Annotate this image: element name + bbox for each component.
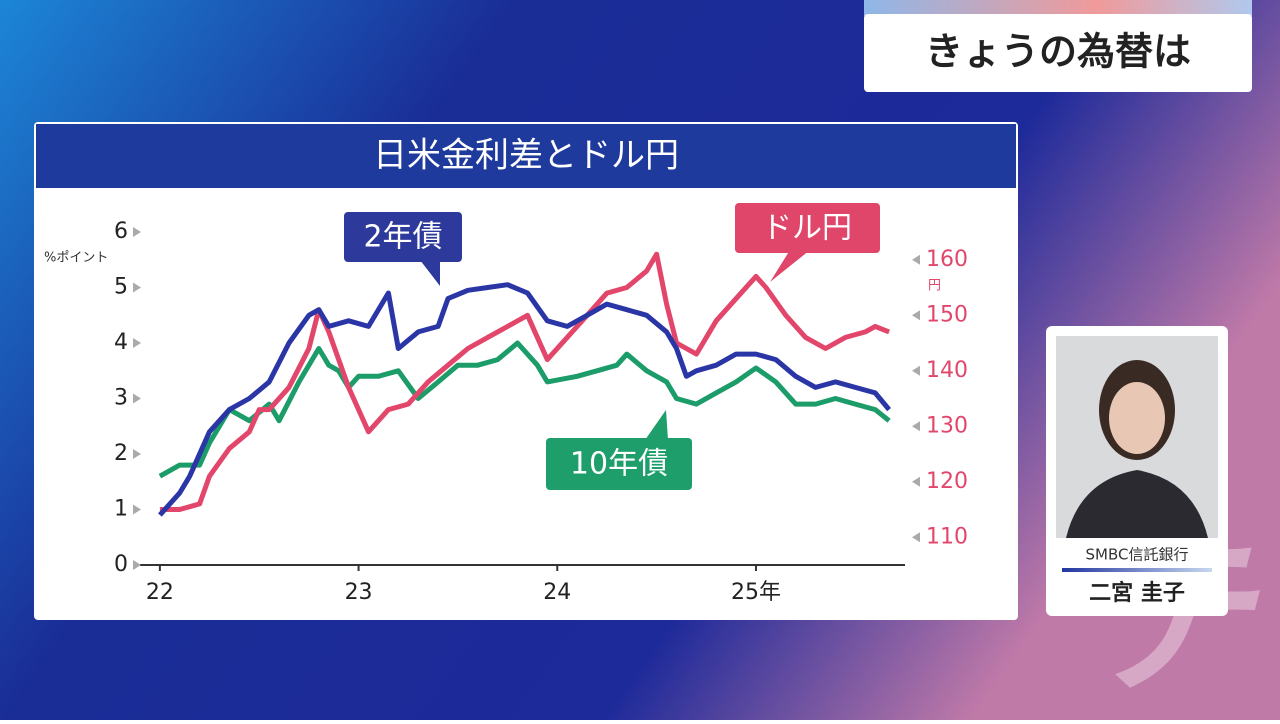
y-tick-mark [133,393,141,404]
y-tick-mark [133,449,141,459]
callout-pointer [770,250,810,282]
y2-tick-mark [912,310,920,321]
legend-label: 2年債 [363,220,442,255]
chart-title-bar [36,124,1016,188]
profile-underline [1062,568,1212,572]
y2-tick-label: 150 [926,302,968,327]
x-tick-label: 24 [543,580,571,605]
header-strip [864,0,1252,16]
series-line [158,340,891,479]
legend-box [344,212,462,262]
series-line [159,251,891,512]
y-tick-label: 3 [114,386,128,411]
chart-title: 日米金利差とドル円 [373,136,679,176]
y2-tick-label: 140 [926,358,968,383]
legend-box [735,203,880,253]
legend-label: ドル円 [762,211,852,246]
y-tick-label: 1 [114,497,128,522]
header-box [864,14,1252,92]
legend-label: 10年債 [570,447,668,482]
x-tick-label: 23 [345,580,373,605]
y-tick-label: 2 [114,441,128,466]
y2-tick-label: 120 [926,469,968,494]
y2-tick-label: 160 [926,247,968,272]
x-tick-label: 22 [146,580,174,605]
y2-tick-mark [912,421,920,432]
legend-box [546,438,692,490]
header-title: きょうの為替は [925,30,1191,74]
y2-tick-label: 110 [926,524,968,549]
photo-body [1066,470,1208,538]
y-tick-mark [133,282,141,293]
y-tick-mark [133,227,141,237]
y2-tick-mark [912,365,920,376]
y-tick-mark [133,560,141,570]
y-tick-label: 0 [114,552,128,577]
y-tick-label: 5 [114,275,128,300]
y2-tick-mark [912,476,920,487]
series-line [158,282,892,517]
profile-name: 二宮 圭子 [1089,580,1185,606]
y-axis-label: %ポイント [44,251,108,266]
y2-tick-label: 130 [926,413,968,438]
callout-pointer [645,410,668,440]
y2-tick-mark [912,254,920,265]
photo-face [1109,382,1165,454]
y-tick-mark [133,338,141,348]
chart-card [34,122,1018,620]
y2-tick-mark [912,532,920,543]
callout-pointer [420,260,440,286]
y2-axis-label: 円 [928,279,941,294]
profile-company: SMBC信託銀行 [1086,546,1189,564]
x-tick-label: 25年 [731,580,781,605]
y-tick-label: 4 [114,330,128,355]
y-tick-mark [133,504,141,515]
y-tick-label: 6 [114,219,128,244]
